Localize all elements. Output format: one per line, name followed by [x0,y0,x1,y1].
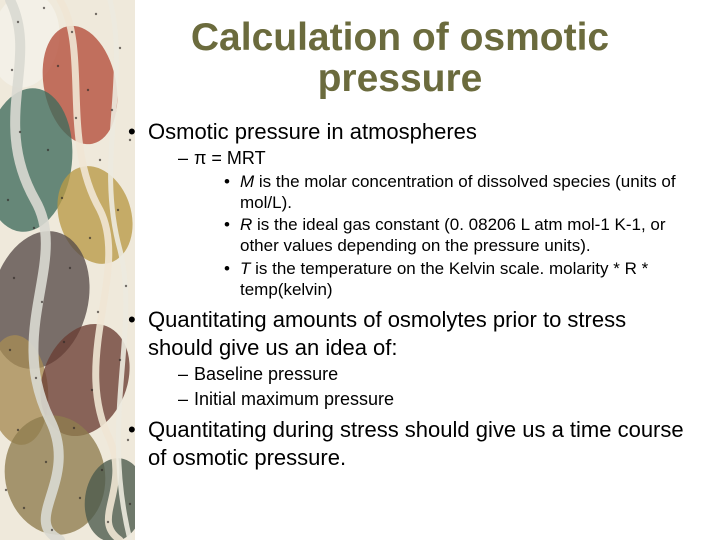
slide-title: Calculation of osmotic pressure [110,18,690,100]
bullet-2-sub-2: Initial maximum pressure [178,388,690,411]
slide-content: Calculation of osmotic pressure Osmotic … [0,0,720,540]
bullet-3: Quantitating during stress should give u… [128,416,690,471]
bullet-1: Osmotic pressure in atmospheres π = MRT … [128,118,690,300]
var-R: R [240,215,252,234]
bullet-3-text: Quantitating during stress should give u… [148,417,684,470]
bullet-2: Quantitating amounts of osmolytes prior … [128,306,690,410]
bullet-1-sub-1b: R is the ideal gas constant (0. 08206 L … [224,215,690,256]
bullet-2-sub-1-text: Baseline pressure [194,364,338,384]
bullet-1-sub-1a: M is the molar concentration of dissolve… [224,172,690,213]
bullet-2-text: Quantitating amounts of osmolytes prior … [148,307,626,360]
bullet-1-sub-1b-text: is the ideal gas constant (0. 08206 L at… [240,215,666,255]
bullet-1-sub-1a-text: is the molar concentration of dissolved … [240,172,676,212]
bullet-1-sub-1: π = MRT M is the molar concentration of … [178,147,690,300]
bullet-list: Osmotic pressure in atmospheres π = MRT … [110,118,690,471]
bullet-2-sub-2-text: Initial maximum pressure [194,389,394,409]
bullet-2-sub-1: Baseline pressure [178,363,690,386]
bullet-1-sub-1c-text: is the temperature on the Kelvin scale. … [240,259,648,299]
var-M: M [240,172,254,191]
bullet-1-sub-1-text: π = MRT [194,148,266,168]
var-T: T [240,259,250,278]
bullet-1-text: Osmotic pressure in atmospheres [148,119,477,144]
bullet-1-sub-1c: T is the temperature on the Kelvin scale… [224,259,690,300]
